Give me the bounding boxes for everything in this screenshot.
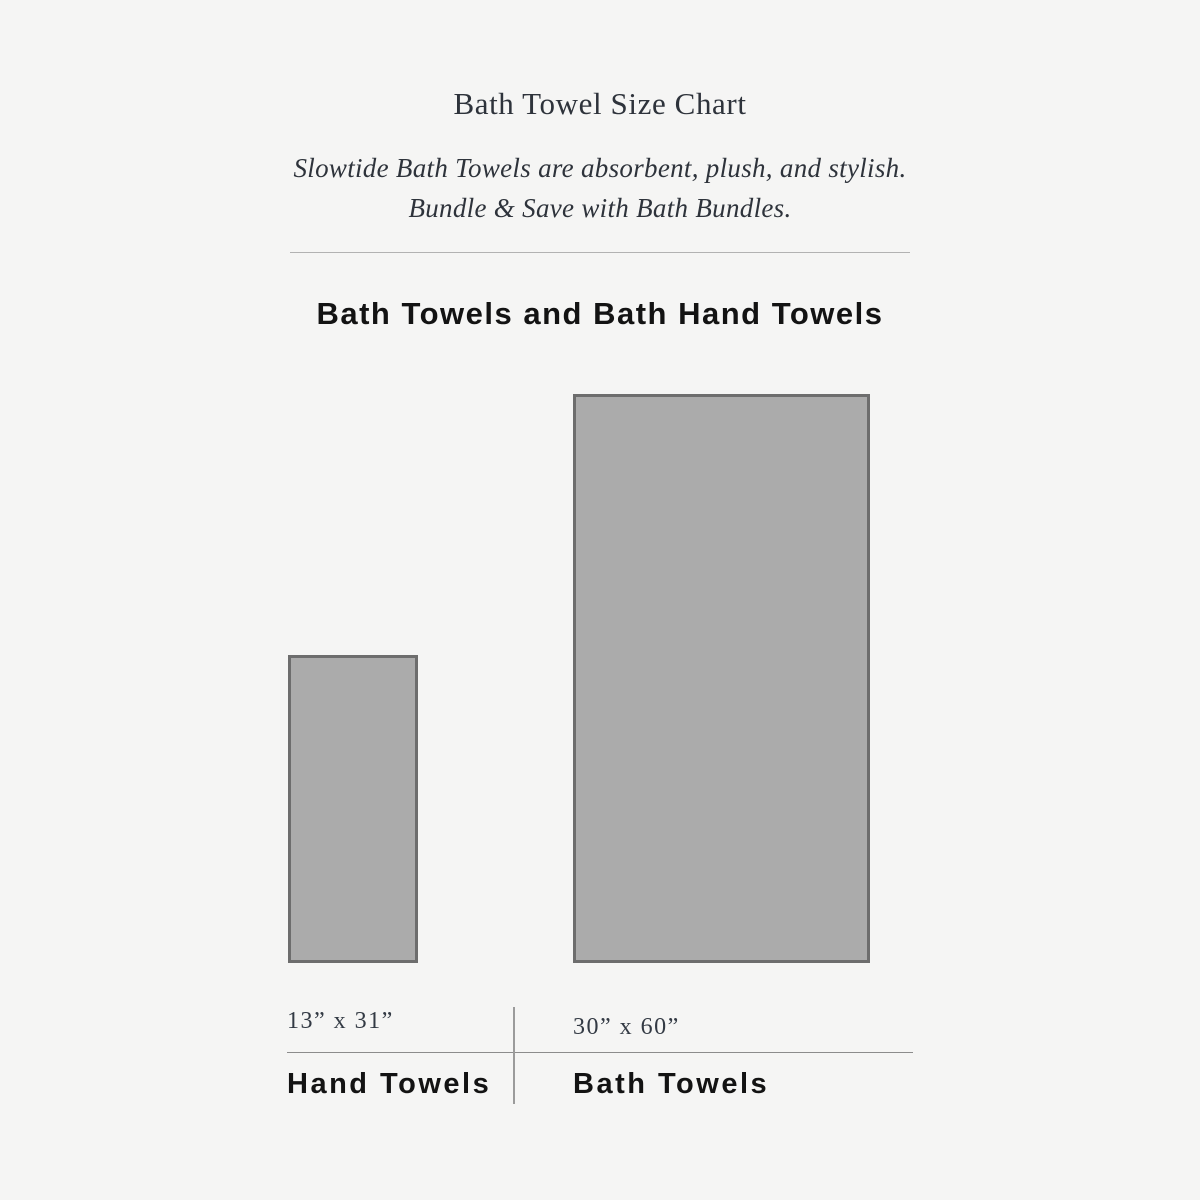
bath-towel-label: Bath Towels [573,1068,770,1100]
hand-towel-rect [288,655,418,963]
subtitle-line-1: Slowtide Bath Towels are absorbent, plus… [293,153,907,183]
subtitle-line-2: Bundle & Save with Bath Bundles. [408,193,792,223]
diagram-heading: Bath Towels and Bath Hand Towels [316,296,884,331]
label-underline-rule [287,1052,913,1053]
section-divider [290,252,910,253]
column-divider [513,1007,515,1104]
bath-towel-rect [573,394,870,963]
page-title: Bath Towel Size Chart [453,86,747,121]
hand-towel-label: Hand Towels [287,1068,492,1100]
bath-towel-dimensions: 30” x 60” [573,1014,680,1040]
hand-towel-dimensions: 13” x 31” [287,1008,394,1034]
page-subtitle: Slowtide Bath Towels are absorbent, plus… [0,148,1200,228]
